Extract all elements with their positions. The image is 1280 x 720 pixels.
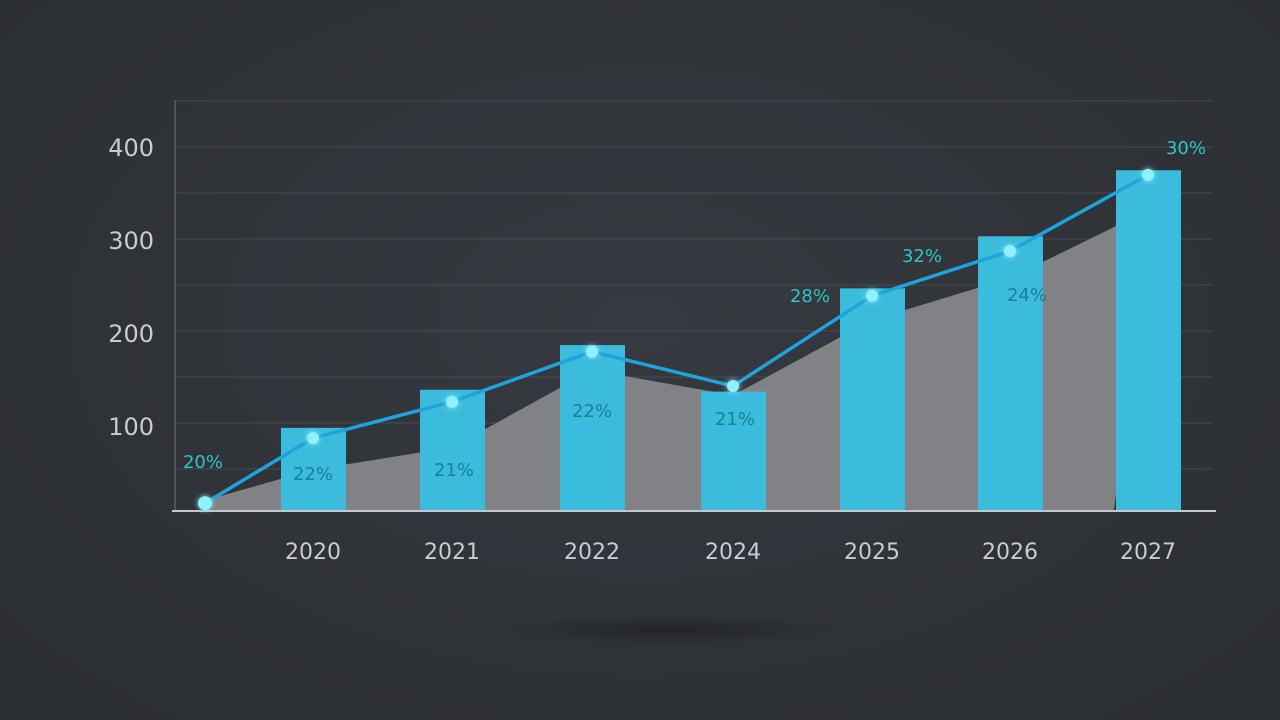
x-tick-label: 2026 (982, 540, 1038, 565)
line-point (1004, 245, 1016, 258)
y-tick-label: 400 (108, 134, 154, 162)
x-tick-label: 2022 (564, 540, 620, 565)
data-label: 21% (434, 460, 474, 481)
y-tick-label: 300 (108, 227, 154, 255)
data-label: 28% (790, 286, 830, 307)
line-point (586, 345, 598, 358)
x-tick-label: 2021 (424, 540, 480, 565)
y-tick-label: 200 (108, 320, 154, 348)
bar-2027 (1116, 170, 1181, 511)
line-point (727, 380, 739, 393)
x-tick-label: 2020 (285, 540, 341, 565)
data-label: 22% (572, 401, 612, 422)
data-label: 21% (715, 409, 755, 430)
bar-2024 (701, 391, 766, 511)
bar-2021 (420, 389, 485, 511)
data-label: 30% (1166, 138, 1206, 159)
line-series (204, 173, 1149, 505)
line-point (1142, 168, 1154, 181)
line-point (198, 496, 212, 511)
line-point (307, 432, 319, 445)
bar-2022 (560, 345, 625, 511)
x-tick-label: 2027 (1120, 540, 1176, 565)
data-label: 20% (183, 452, 223, 473)
area-series (205, 210, 1148, 512)
data-label: 22% (293, 464, 333, 485)
bar-2026 (978, 236, 1043, 511)
data-label: 32% (902, 246, 942, 267)
x-tick-label: 2025 (844, 540, 900, 565)
line-point (446, 395, 458, 408)
floor-shadow (500, 615, 840, 645)
bar-2025 (840, 288, 905, 511)
x-tick-label: 2024 (705, 540, 761, 565)
data-label: 24% (1007, 285, 1047, 306)
line-point (866, 289, 878, 302)
y-tick-label: 100 (108, 413, 154, 441)
